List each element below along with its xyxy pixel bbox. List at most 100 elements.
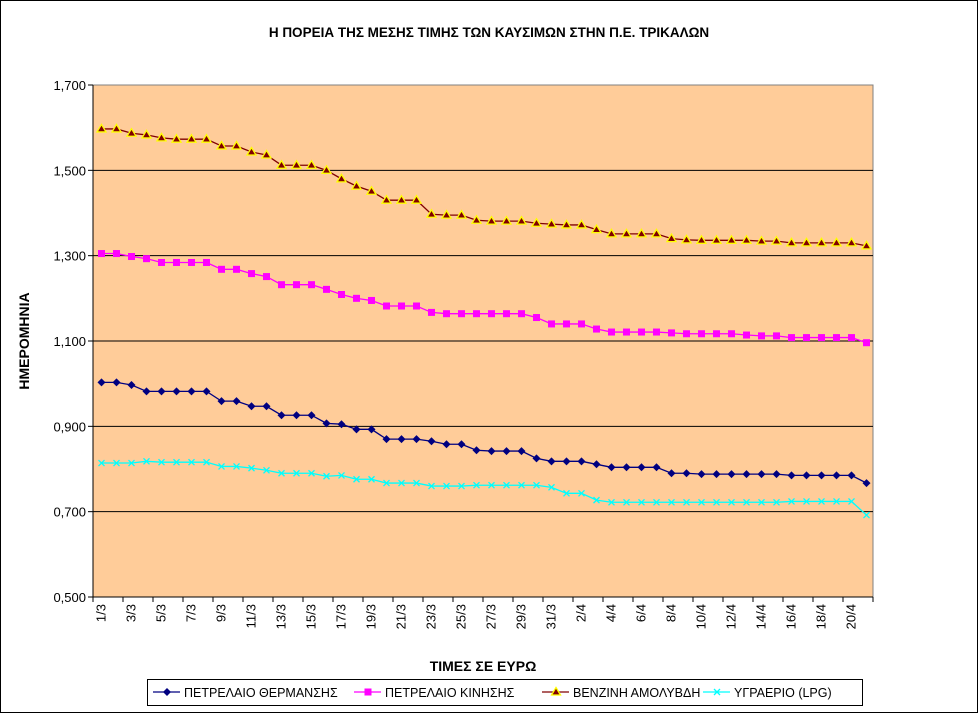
data-point-diamond <box>277 411 286 420</box>
data-point-triangle <box>125 127 138 137</box>
data-point-x <box>428 482 435 490</box>
data-point-triangle <box>545 218 558 228</box>
data-point-triangle <box>755 235 768 245</box>
x-axis-title: ΤΙΜΕΣ ΣΕ ΕΥΡΩ <box>430 658 537 674</box>
data-point-diamond <box>427 437 436 446</box>
data-point-diamond <box>187 387 196 396</box>
data-point-diamond <box>487 447 496 456</box>
data-point-x <box>518 481 525 489</box>
data-point-x <box>113 459 120 467</box>
data-point-x <box>713 498 720 506</box>
data-point-diamond <box>97 378 106 387</box>
data-point-square <box>338 290 345 298</box>
data-point-square <box>773 332 780 340</box>
data-point-x <box>608 498 615 506</box>
data-point-x <box>803 497 810 505</box>
data-point-square <box>668 329 675 337</box>
data-point-diamond <box>622 463 631 472</box>
data-point-triangle <box>665 232 678 243</box>
data-point-x <box>458 482 465 490</box>
series-line <box>101 252 867 344</box>
x-tick-label: 2/4 <box>574 604 589 622</box>
x-tick-label: 29/3 <box>514 604 529 629</box>
data-point-square <box>593 325 600 333</box>
data-point-diamond <box>802 471 811 480</box>
data-point-square <box>278 281 285 289</box>
data-point-x <box>713 688 721 696</box>
data-point-x <box>638 498 645 506</box>
x-tick-label: 18/4 <box>814 604 829 629</box>
data-point-square <box>533 314 540 322</box>
data-point-diamond <box>112 378 121 387</box>
data-point-square <box>158 258 165 266</box>
data-point-x <box>233 462 240 470</box>
data-point-diamond <box>163 688 171 696</box>
data-point-x <box>533 481 540 489</box>
series-3 <box>98 457 870 519</box>
x-tick-label: 25/3 <box>454 604 469 629</box>
series-2 <box>95 123 873 250</box>
data-point-x <box>698 498 705 506</box>
data-point-diamond <box>382 435 391 444</box>
data-point-diamond <box>217 397 226 406</box>
data-point-square <box>833 334 840 342</box>
data-point-diamond <box>772 470 781 479</box>
data-point-square <box>488 310 495 318</box>
legend <box>147 679 863 706</box>
legend-item: ΠΕΤΡΕΛΑΙΟ ΚΙΝΗΣΗΣ <box>354 686 515 700</box>
data-point-x <box>398 479 405 487</box>
data-point-triangle <box>95 123 108 133</box>
data-point-square <box>548 320 555 328</box>
data-point-square <box>173 258 180 266</box>
x-tick-label: 6/4 <box>634 604 649 622</box>
data-point-square <box>293 281 300 289</box>
x-tick-label: 9/3 <box>214 604 229 622</box>
x-tick-label: 10/4 <box>694 604 709 629</box>
data-point-square <box>728 330 735 338</box>
data-point-diamond <box>142 387 151 396</box>
data-point-diamond <box>532 454 541 463</box>
data-point-triangle <box>845 237 858 247</box>
data-point-square <box>698 330 705 338</box>
data-point-square <box>743 331 750 339</box>
data-point-diamond <box>397 435 406 444</box>
data-point-diamond <box>832 471 841 480</box>
data-point-x <box>548 483 555 491</box>
y-axis-title: ΗΜΕΡΟΜΗΝΙΑ <box>16 292 32 389</box>
legend-items: ΠΕΤΡΕΛΑΙΟ ΘΕΡΜΑΝΣΗΣ ΠΕΤΡΕΛΑΙΟ ΚΙΝΗΣΗΣ ΒΕΝΖ… <box>153 686 832 700</box>
x-tick-label: 15/3 <box>304 604 319 629</box>
data-point-x <box>683 498 690 506</box>
data-point-triangle <box>215 140 228 150</box>
data-point-diamond <box>817 471 826 480</box>
data-point-triangle <box>440 209 453 219</box>
data-point-square <box>248 270 255 278</box>
data-point-diamond <box>502 447 511 456</box>
x-tick-label: 23/3 <box>424 604 439 629</box>
y-tick-label: 0,900 <box>53 419 86 434</box>
x-tick-label: 17/3 <box>334 604 349 629</box>
data-point-square <box>443 310 450 318</box>
data-point-triangle <box>500 215 513 225</box>
data-point-x <box>728 498 735 506</box>
x-tick-label: 16/4 <box>784 604 799 629</box>
data-point-triangle <box>290 159 303 169</box>
data-point-square <box>683 330 690 338</box>
data-point-triangle <box>740 234 753 244</box>
data-point-square <box>578 320 585 328</box>
data-point-square <box>428 308 435 316</box>
x-tick-label: 20/4 <box>844 604 859 629</box>
data-point-triangle <box>590 223 603 234</box>
x-axis-ticks: 1/3 3/3 5/3 7/3 9/3 11/3 13/3 15/3 17/3 19/3 21/3 2… <box>92 597 874 629</box>
data-point-diamond <box>247 402 256 411</box>
data-point-x <box>98 459 105 467</box>
x-tick-label: 21/3 <box>394 604 409 629</box>
data-point-triangle <box>245 146 258 156</box>
data-point-triangle <box>515 215 528 225</box>
data-point-x <box>578 489 585 497</box>
data-point-x <box>143 457 150 465</box>
data-point-triangle <box>365 185 378 195</box>
data-point-triangle <box>350 180 363 190</box>
data-point-triangle <box>410 194 423 204</box>
